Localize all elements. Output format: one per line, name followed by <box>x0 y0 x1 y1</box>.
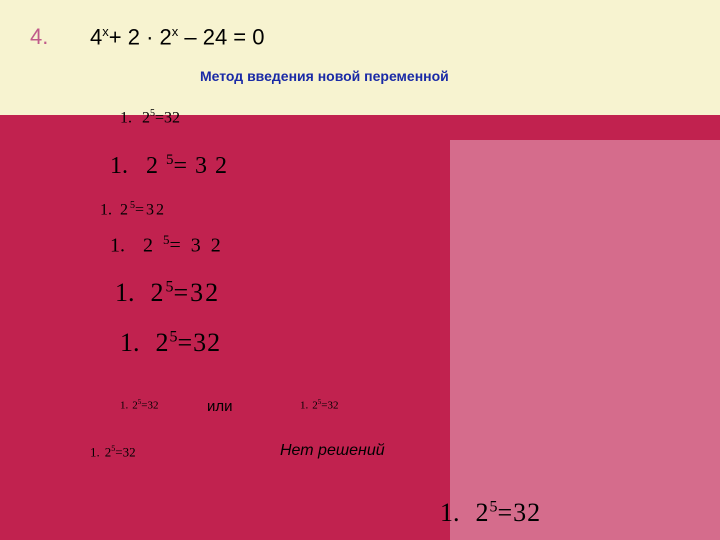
list-number: 1. <box>300 400 308 412</box>
eq-rhs: =32 <box>115 444 135 459</box>
equation-line: 1. 25=32 <box>440 498 541 528</box>
eq-base: 2 <box>151 278 166 307</box>
eq-rhs: =32 <box>174 278 221 307</box>
eq-rhs: =32 <box>321 400 338 412</box>
list-number: 1. <box>120 109 132 126</box>
list-number: 1. <box>100 201 112 218</box>
equation-line: 1.25=32 <box>100 200 166 219</box>
eq-rhs: =32 <box>141 400 158 412</box>
list-number: 1. <box>110 235 125 257</box>
eq-part: 4 <box>90 24 102 49</box>
equation-line: 1.25=32 <box>120 108 180 127</box>
eq-base: 2 <box>146 153 166 179</box>
eq-base: 2 <box>142 109 150 126</box>
list-number: 1. <box>115 278 135 307</box>
eq-part: + 2 <box>109 24 146 49</box>
list-number: 1. <box>110 153 128 179</box>
equation-line: 1. 25=32 <box>115 278 220 308</box>
equation-line: 1.25=32 <box>120 398 158 412</box>
eq-rhs: =32 <box>498 498 542 527</box>
eq-rhs: =32 <box>135 201 166 218</box>
equation-line: 1. 25=32 <box>110 152 235 180</box>
equation-line: 1.25=32 <box>110 232 231 258</box>
eq-part: – 24 = 0 <box>178 24 264 49</box>
list-number: 1. <box>120 328 140 357</box>
no-solution-label: Нет решений <box>280 442 385 460</box>
eq-exponent: 5 <box>170 328 178 345</box>
equation-line: 1.25=32 <box>90 444 136 460</box>
eq-exponent: 5 <box>166 152 174 168</box>
equation-line: 1. 25=32 <box>120 328 221 358</box>
equation-line: 1.25=32 <box>300 398 338 412</box>
slide: 4. 4x+ 2 · 2x – 24 = 0 Метод введения но… <box>0 0 720 540</box>
eq-exponent: 5 <box>166 278 174 295</box>
eq-exponent: 5 <box>490 498 498 515</box>
method-label: Метод введения новой переменной <box>200 68 449 84</box>
eq-rhs: =32 <box>170 235 231 257</box>
list-number: 1. <box>120 400 128 412</box>
eq-base: 2 <box>120 201 130 218</box>
list-number: 1. <box>90 444 100 459</box>
eq-base: 2 <box>143 235 163 257</box>
eq-rhs: =32 <box>155 109 180 126</box>
or-label: или <box>207 398 233 415</box>
eq-part: 2 <box>153 24 171 49</box>
list-number: 1. <box>440 498 460 527</box>
eq-rhs: =32 <box>178 328 222 357</box>
eq-base: 2 <box>156 328 170 357</box>
problem-equation: 4x+ 2 · 2x – 24 = 0 <box>90 24 265 50</box>
eq-base: 2 <box>476 498 490 527</box>
inner-panel <box>450 140 720 540</box>
eq-rhs: =32 <box>174 153 236 179</box>
problem-number: 4. <box>30 24 48 50</box>
